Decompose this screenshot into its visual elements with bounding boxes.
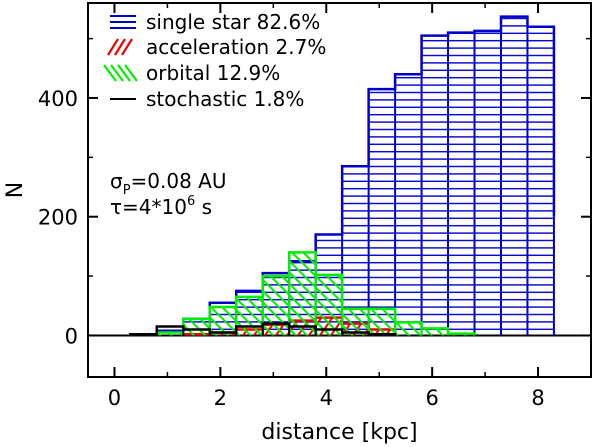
legend-label: stochastic 1.8% (146, 87, 304, 111)
y-axis-label: N (3, 182, 28, 198)
bar-orbital (289, 252, 316, 336)
bar-single (342, 166, 369, 336)
legend-item-stochastic: stochastic 1.8% (110, 87, 304, 111)
bar-single (474, 30, 501, 336)
legend-label: single star 82.6% (146, 10, 320, 34)
legend-swatch-line (117, 64, 131, 82)
annotation-sigma: σP=0.08 AU (110, 169, 227, 198)
bar-orbital (262, 276, 290, 336)
bar-single (421, 35, 449, 336)
legend-swatch-line (103, 64, 117, 82)
series-orbital (155, 251, 476, 336)
y-tick-label: 200 (38, 206, 78, 230)
bar-orbital (421, 328, 449, 336)
annotations: σP=0.08 AUτ=4*106 s (110, 169, 227, 219)
outline-orbital (155, 251, 476, 336)
y-tick-label: 400 (38, 87, 78, 111)
bar-single (500, 16, 528, 336)
bar-orbital (395, 322, 422, 336)
legend-swatch-line (114, 38, 126, 56)
x-tick-label: 6 (425, 386, 438, 410)
x-axis-label: distance [kpc] (261, 420, 417, 445)
x-tick-label: 8 (531, 386, 544, 410)
bar-single (368, 89, 396, 336)
x-tick-label: 2 (214, 386, 227, 410)
x-tick-label: 0 (108, 386, 121, 410)
plot-frame (87, 2, 592, 378)
bar-orbital (236, 296, 263, 336)
legend-label: orbital 12.9% (146, 61, 280, 85)
legend: single star 82.6%acceleration 2.7%orbita… (103, 10, 326, 111)
bar-orbital (183, 318, 210, 336)
axes: 0 2 4 6 8 0 200 400 distance [kpc] N (3, 3, 591, 445)
bar-single (448, 32, 475, 336)
bar-orbital (368, 308, 396, 336)
plot-area (88, 15, 591, 337)
legend-item-orbital: orbital 12.9% (103, 61, 280, 85)
bar-single (395, 74, 422, 336)
bar-orbital (315, 274, 343, 336)
legend-label: acceleration 2.7% (146, 35, 326, 59)
legend-item-single: single star 82.6% (110, 10, 320, 34)
annotation-tau: τ=4*106 s (110, 194, 212, 219)
series-stochastic (129, 322, 397, 336)
x-tick-label: 4 (320, 386, 333, 410)
bar-orbital (209, 306, 237, 336)
y-tick-label: 0 (65, 324, 78, 348)
legend-swatch-line (107, 38, 119, 56)
bar-orbital (342, 308, 369, 336)
legend-swatch-line (124, 64, 138, 82)
bar-orbital (156, 332, 184, 336)
bar-single (527, 26, 554, 336)
legend-item-acceleration: acceleration 2.7% (107, 35, 326, 59)
legend-swatch-line (110, 64, 124, 82)
outline-stochastic (129, 322, 397, 336)
legend-swatch-line (121, 38, 133, 56)
